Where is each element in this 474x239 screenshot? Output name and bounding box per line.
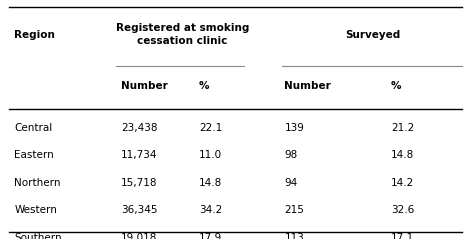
Text: 113: 113	[284, 233, 304, 239]
Text: 14.2: 14.2	[391, 178, 414, 188]
Text: 139: 139	[284, 123, 304, 133]
Text: 14.8: 14.8	[199, 178, 222, 188]
Text: Registered at smoking
cessation clinic: Registered at smoking cessation clinic	[116, 23, 249, 46]
Text: Northern: Northern	[14, 178, 61, 188]
Text: 14.8: 14.8	[391, 150, 414, 160]
Text: 98: 98	[284, 150, 298, 160]
Text: 11,734: 11,734	[121, 150, 157, 160]
Text: 94: 94	[284, 178, 298, 188]
Text: 215: 215	[284, 205, 304, 215]
Text: Number: Number	[284, 81, 331, 91]
Text: 19,018: 19,018	[121, 233, 157, 239]
Text: Southern: Southern	[14, 233, 62, 239]
Text: 23,438: 23,438	[121, 123, 157, 133]
Text: 34.2: 34.2	[199, 205, 222, 215]
Text: 36,345: 36,345	[121, 205, 157, 215]
Text: 11.0: 11.0	[199, 150, 222, 160]
Text: 22.1: 22.1	[199, 123, 222, 133]
Text: 32.6: 32.6	[391, 205, 414, 215]
Text: Number: Number	[121, 81, 168, 91]
Text: %: %	[391, 81, 401, 91]
Text: Western: Western	[14, 205, 57, 215]
Text: Central: Central	[14, 123, 53, 133]
Text: 17.1: 17.1	[391, 233, 414, 239]
Text: Eastern: Eastern	[14, 150, 54, 160]
Text: 17.9: 17.9	[199, 233, 222, 239]
Text: Surveyed: Surveyed	[346, 30, 401, 40]
Text: Region: Region	[14, 30, 55, 40]
Text: %: %	[199, 81, 210, 91]
Text: 15,718: 15,718	[121, 178, 157, 188]
Text: 21.2: 21.2	[391, 123, 414, 133]
